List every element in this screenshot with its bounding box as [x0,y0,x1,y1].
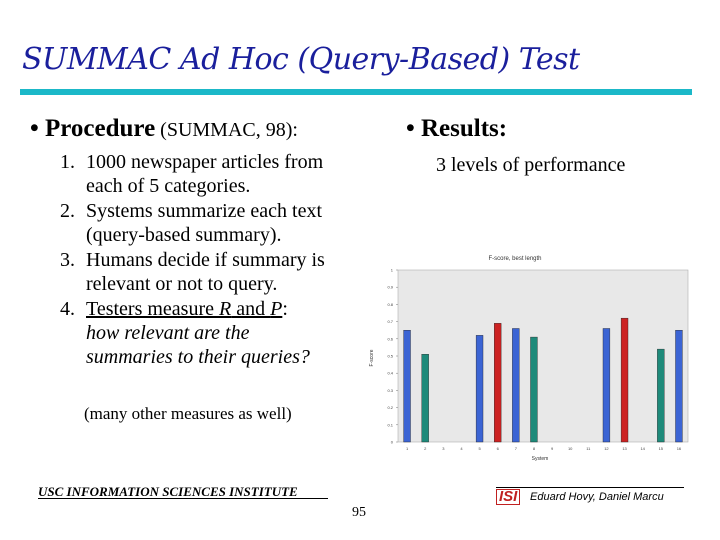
bar-system-16 [675,329,683,443]
procedure-step: 1. 1000 newspaper articles from each of 5… [60,150,390,198]
x-tick-label: 7 [515,446,518,451]
x-tick-label: 16 [677,446,682,451]
step-number: 3. [60,249,75,271]
y-tick-label: 0.6 [387,336,393,341]
footer-rule-right [496,487,684,488]
bar-system-1 [403,329,411,443]
x-tick-label: 9 [551,446,554,451]
y-tick-label: 0 [391,440,394,445]
x-tick-label: 1 [406,446,409,451]
bar-system-5 [475,335,484,443]
footer-authors: Eduard Hovy, Daniel Marcu [530,491,664,503]
x-tick-label: 13 [622,446,627,451]
step-number: 2. [60,200,75,222]
isi-logo: ISI [496,489,521,505]
x-tick-label: 2 [424,446,427,451]
procedure-heading: • Procedure (SUMMAC, 98): [30,115,298,143]
bar-system-6 [494,323,502,443]
x-tick-label: 14 [640,446,645,451]
fscore-bar-chart: F-score, best length F-score System 0 0.1… [365,248,695,468]
slide-title: SUMMAC Ad Hoc (Query-Based) Test [22,42,580,77]
x-tick-label: 5 [478,446,481,451]
y-tick-label: 0.1 [387,422,393,427]
bar-system-13 [620,317,629,443]
x-tick-label: 15 [659,446,664,451]
step-number: 4. [60,298,75,320]
procedure-step: 2. Systems summarize each text (query-bas… [60,199,390,247]
procedure-note: (SUMMAC, 98): [155,119,298,141]
y-tick-label: 0.2 [387,405,393,410]
y-tick-label: 0.5 [387,354,393,359]
procedure-step: 3. Humans decide if summary is relevant o… [60,248,390,296]
other-measures-note: (many other measures as well) [84,404,292,423]
x-tick-label: 6 [497,446,500,451]
step-text: Humans decide if summary is [86,249,325,271]
chart-xlabel: System [532,456,549,462]
title-underline [20,89,692,95]
y-tick-label: 1 [391,268,394,273]
step-text-cont: how relevant are the [86,322,250,344]
results-heading: • Results: [406,115,508,142]
x-tick-label: 10 [568,446,573,451]
footer-rule-left [38,498,328,499]
recall-symbol: R [219,298,232,320]
x-tick-label: 8 [533,446,536,451]
bar-system-2 [421,354,429,443]
precision-symbol: P [270,298,283,320]
footer-institute: USC INFORMATION SCIENCES INSTITUTE [38,484,298,499]
plot-area [397,269,689,443]
bar-system-12 [602,328,611,443]
y-tick-label: 0.7 [387,319,393,324]
y-tick-label: 0.4 [387,371,393,376]
procedure-step: 4. Testers measure R and P: how relevant … [60,297,390,369]
step-text-cont: relevant or not to query. [86,273,278,295]
x-tick-label: 3 [442,446,445,451]
step-text: Testers measure R and P [86,298,283,320]
procedure-steps: 1. 1000 newspaper articles from each of 5… [60,150,390,370]
bar-system-8 [530,336,538,443]
x-tick-label: 12 [604,446,609,451]
step-number: 1. [60,151,75,173]
bar-system-15 [657,348,665,443]
step-text-cont: (query-based summary). [86,224,282,246]
x-tick-label: 4 [460,446,463,451]
page-number: 95 [352,505,366,520]
step-text-cont: each of 5 categories. [86,175,251,197]
chart-ylabel: F-score [369,349,375,366]
y-tick-label: 0.9 [387,285,393,290]
y-tick-label: 0.3 [387,388,393,393]
step-text: Systems summarize each text [86,200,323,222]
x-tick-label: 11 [586,446,591,451]
procedure-label: • Procedure [30,115,156,142]
chart-title: F-score, best length [488,256,541,262]
results-text: 3 levels of performance [436,154,626,176]
step-text: 1000 newspaper articles from [86,151,324,173]
y-tick-label: 0.8 [387,302,393,307]
step-text-cont: summaries to their queries? [86,346,310,368]
bar-system-7 [512,328,520,443]
